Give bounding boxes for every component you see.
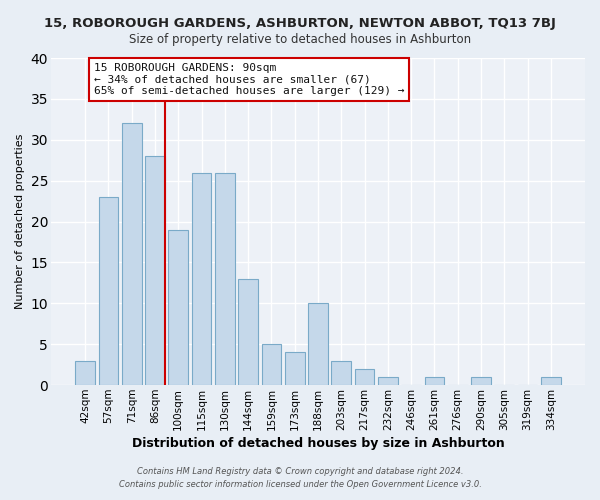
Text: Contains HM Land Registry data © Crown copyright and database right 2024.
Contai: Contains HM Land Registry data © Crown c…: [119, 468, 481, 489]
Bar: [75, 360, 95, 385]
Bar: [285, 352, 305, 385]
Bar: [122, 124, 142, 385]
Bar: [541, 377, 561, 385]
Text: Size of property relative to detached houses in Ashburton: Size of property relative to detached ho…: [129, 32, 471, 46]
Text: 15, ROBOROUGH GARDENS, ASHBURTON, NEWTON ABBOT, TQ13 7BJ: 15, ROBOROUGH GARDENS, ASHBURTON, NEWTON…: [44, 18, 556, 30]
Bar: [331, 360, 351, 385]
X-axis label: Distribution of detached houses by size in Ashburton: Distribution of detached houses by size …: [131, 437, 505, 450]
Text: 15 ROBOROUGH GARDENS: 90sqm
← 34% of detached houses are smaller (67)
65% of sem: 15 ROBOROUGH GARDENS: 90sqm ← 34% of det…: [94, 63, 404, 96]
Bar: [215, 172, 235, 385]
Bar: [238, 279, 258, 385]
Bar: [191, 172, 211, 385]
Bar: [169, 230, 188, 385]
Bar: [471, 377, 491, 385]
Bar: [145, 156, 165, 385]
Y-axis label: Number of detached properties: Number of detached properties: [15, 134, 25, 310]
Bar: [378, 377, 398, 385]
Bar: [308, 304, 328, 385]
Bar: [262, 344, 281, 385]
Bar: [98, 197, 118, 385]
Bar: [425, 377, 445, 385]
Bar: [355, 369, 374, 385]
